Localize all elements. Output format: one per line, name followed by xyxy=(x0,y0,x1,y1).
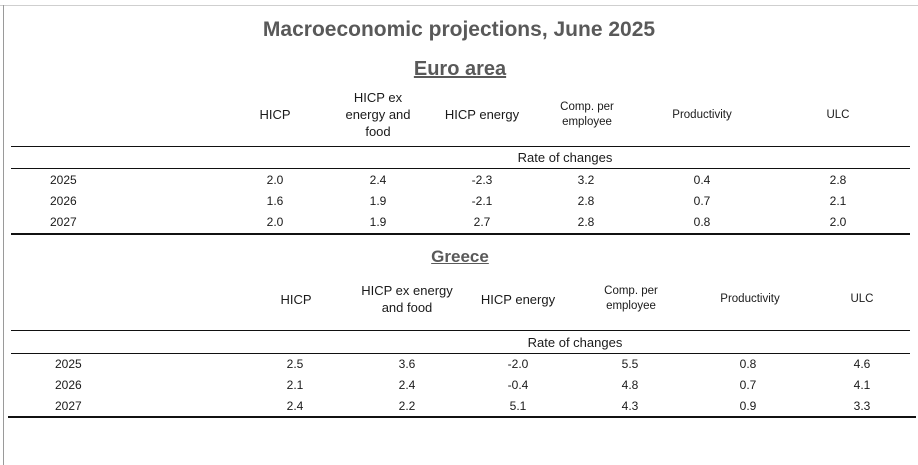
euro-hicp-ex-value: 1.9 xyxy=(369,194,387,208)
euro-bottom-rule xyxy=(11,233,910,235)
euro-productivity-value: 0.4 xyxy=(693,173,711,187)
euro-col-hicp: HICP xyxy=(259,107,291,122)
greece-col-comp-per-employee: Comp. per employee xyxy=(604,285,658,312)
euro-ulc-value: 2.1 xyxy=(829,194,847,208)
greece-rate-rule xyxy=(11,353,910,354)
greece-productivity-value: 0.9 xyxy=(739,399,757,413)
euro-area-heading: Euro area xyxy=(413,58,507,80)
greece-hicp-value: 2.4 xyxy=(286,399,304,413)
greece-comp-value: 4.8 xyxy=(621,378,639,392)
euro-row-2027: 2027 2.0 1.9 2.7 2.8 0.8 2.0 xyxy=(0,212,918,232)
greece-productivity-value: 0.8 xyxy=(739,357,757,371)
euro-rate-rule xyxy=(11,168,910,169)
euro-energy-value: -2.3 xyxy=(471,173,493,187)
greece-hicp-ex-value: 3.6 xyxy=(398,357,416,371)
greece-heading: Greece xyxy=(431,247,489,266)
euro-year: 2026 xyxy=(50,194,77,208)
greece-energy-value: 5.1 xyxy=(509,399,527,413)
greece-col-hicp-ex-energy-food: HICP ex energy and food xyxy=(361,283,453,315)
euro-comp-value: 2.8 xyxy=(577,215,595,229)
euro-col-hicp-ex-energy-food: HICP ex energy and food xyxy=(345,90,411,139)
greece-row-2025: 2025 2.5 3.6 -2.0 5.5 0.8 4.6 xyxy=(0,354,918,374)
euro-hicp-ex-value: 2.4 xyxy=(369,173,387,187)
euro-hicp-value: 2.0 xyxy=(266,215,284,229)
greece-year: 2026 xyxy=(55,378,82,392)
greece-comp-value: 5.5 xyxy=(621,357,639,371)
euro-energy-value: -2.1 xyxy=(471,194,493,208)
euro-comp-value: 3.2 xyxy=(577,173,595,187)
greece-bottom-rule xyxy=(8,416,916,418)
euro-header-rule xyxy=(11,146,910,147)
euro-row-2025: 2025 2.0 2.4 -2.3 3.2 0.4 2.8 xyxy=(0,170,918,190)
greece-year: 2027 xyxy=(55,399,82,413)
greece-col-productivity: Productivity xyxy=(720,293,780,305)
greece-energy-value: -2.0 xyxy=(507,357,529,371)
euro-ulc-value: 2.8 xyxy=(829,173,847,187)
greece-hicp-value: 2.1 xyxy=(286,378,304,392)
euro-comp-value: 2.8 xyxy=(577,194,595,208)
euro-year: 2025 xyxy=(50,173,77,187)
greece-col-ulc: ULC xyxy=(850,293,874,305)
greece-col-hicp-energy: HICP energy xyxy=(480,292,556,307)
greece-hicp-value: 2.5 xyxy=(286,357,304,371)
greece-productivity-value: 0.7 xyxy=(739,378,757,392)
greece-ulc-value: 3.3 xyxy=(853,399,871,413)
euro-productivity-value: 0.8 xyxy=(693,215,711,229)
greece-hicp-ex-value: 2.2 xyxy=(398,399,416,413)
euro-col-ulc: ULC xyxy=(826,109,850,121)
euro-hicp-ex-value: 1.9 xyxy=(369,215,387,229)
greece-year: 2025 xyxy=(55,357,82,371)
euro-hicp-value: 1.6 xyxy=(266,194,284,208)
greece-ulc-value: 4.1 xyxy=(853,378,871,392)
euro-col-hicp-energy: HICP energy xyxy=(444,107,520,122)
euro-ulc-value: 2.0 xyxy=(829,215,847,229)
greece-row-2026: 2026 2.1 2.4 -0.4 4.8 0.7 4.1 xyxy=(0,375,918,395)
greece-ulc-value: 4.6 xyxy=(853,357,871,371)
euro-energy-value: 2.7 xyxy=(473,215,491,229)
greece-row-2027: 2027 2.4 2.2 5.1 4.3 0.9 3.3 xyxy=(0,396,918,416)
greece-energy-value: -0.4 xyxy=(507,378,529,392)
euro-row-2026: 2026 1.6 1.9 -2.1 2.8 0.7 2.1 xyxy=(0,191,918,211)
page-title: Macroeconomic projections, June 2025 xyxy=(262,18,656,41)
greece-comp-value: 4.3 xyxy=(621,399,639,413)
greece-rate-label: Rate of changes xyxy=(527,335,623,350)
euro-year: 2027 xyxy=(50,215,77,229)
greece-col-hicp: HICP xyxy=(280,292,312,307)
euro-hicp-value: 2.0 xyxy=(266,173,284,187)
euro-productivity-value: 0.7 xyxy=(693,194,711,208)
euro-col-comp-per-employee: Comp. per employee xyxy=(560,101,614,128)
euro-col-productivity: Productivity xyxy=(672,109,732,121)
euro-rate-label: Rate of changes xyxy=(517,150,613,165)
frame-left-border xyxy=(3,5,4,465)
greece-hicp-ex-value: 2.4 xyxy=(398,378,416,392)
frame-top-border xyxy=(0,5,918,6)
greece-header-rule xyxy=(11,330,910,331)
